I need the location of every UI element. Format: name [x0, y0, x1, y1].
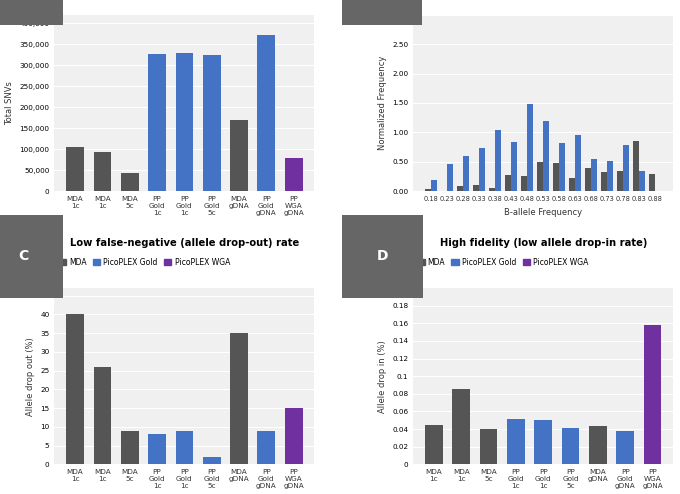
Bar: [511, 142, 517, 191]
Bar: [633, 141, 639, 191]
Bar: [431, 180, 437, 191]
Bar: [649, 174, 656, 191]
Title: High fidelity (low allele drop-in rate): High fidelity (low allele drop-in rate): [439, 239, 647, 248]
Bar: [203, 55, 220, 191]
Bar: [148, 434, 166, 464]
Text: C: C: [18, 249, 29, 263]
Bar: [569, 178, 575, 191]
Bar: [175, 431, 193, 464]
Bar: [495, 130, 501, 191]
Bar: [479, 148, 486, 191]
Bar: [624, 145, 630, 191]
Bar: [607, 161, 613, 191]
Bar: [473, 185, 479, 191]
Bar: [203, 457, 220, 464]
Bar: [230, 333, 248, 464]
Bar: [505, 175, 511, 191]
Bar: [617, 170, 624, 191]
Bar: [230, 120, 248, 191]
Bar: [457, 186, 463, 191]
Bar: [527, 104, 533, 191]
X-axis label: B-allele Frequency: B-allele Frequency: [504, 207, 582, 216]
Y-axis label: Allele drop out (%): Allele drop out (%): [26, 337, 35, 415]
Legend: MDA, PicoPLEX Gold, PicoPLEX WGA: MDA, PicoPLEX Gold, PicoPLEX WGA: [417, 258, 589, 267]
Bar: [585, 167, 591, 191]
Legend: MDA, PicoPLEX Gold, PicoPLEX WGA: MDA, PicoPLEX Gold, PicoPLEX WGA: [58, 258, 230, 267]
Bar: [121, 431, 139, 464]
Bar: [175, 52, 193, 191]
Bar: [537, 162, 543, 191]
Bar: [258, 431, 275, 464]
Bar: [66, 314, 84, 464]
Bar: [601, 172, 607, 191]
Bar: [66, 147, 84, 191]
Title: Low false-negative (allele drop-out) rate: Low false-negative (allele drop-out) rat…: [70, 239, 299, 248]
Bar: [94, 153, 112, 191]
Bar: [534, 420, 552, 464]
Bar: [489, 188, 495, 191]
Bar: [452, 389, 470, 464]
Y-axis label: Allele drop in (%): Allele drop in (%): [377, 340, 387, 412]
Bar: [575, 135, 581, 191]
Bar: [447, 164, 453, 191]
Bar: [425, 189, 431, 191]
Bar: [562, 428, 579, 464]
Bar: [644, 325, 662, 464]
Bar: [285, 158, 303, 191]
Bar: [559, 143, 565, 191]
Bar: [94, 367, 112, 464]
Bar: [543, 121, 549, 191]
Y-axis label: Total SNVs: Total SNVs: [5, 81, 14, 125]
Bar: [425, 425, 443, 464]
Bar: [507, 419, 525, 464]
Bar: [148, 54, 166, 191]
Bar: [553, 164, 559, 191]
Bar: [121, 173, 139, 191]
Bar: [616, 431, 634, 464]
Y-axis label: Normalized Frequency: Normalized Frequency: [377, 56, 387, 150]
Bar: [591, 160, 597, 191]
Bar: [285, 408, 303, 464]
Bar: [463, 156, 469, 191]
Bar: [639, 170, 645, 191]
Bar: [258, 35, 275, 191]
Text: D: D: [377, 249, 388, 263]
Bar: [479, 429, 498, 464]
Bar: [521, 176, 527, 191]
Bar: [589, 425, 607, 464]
